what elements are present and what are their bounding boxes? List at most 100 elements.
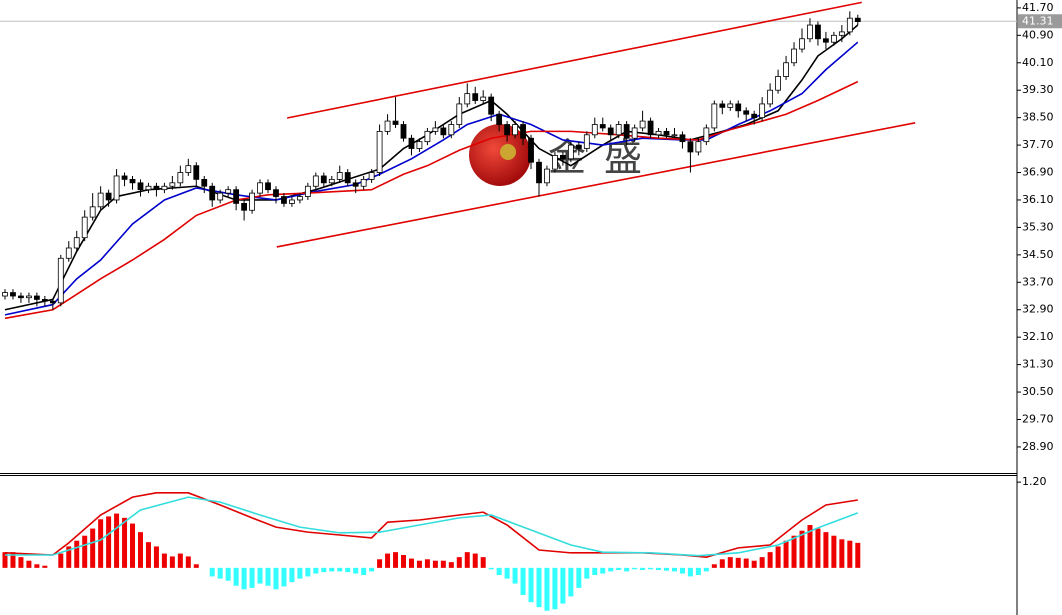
candle-body [18,295,24,299]
histogram-bar [616,567,622,570]
candle-body [647,120,654,136]
histogram-bar [361,567,367,575]
candle-body [607,127,614,136]
histogram-bar [759,557,765,568]
candle-body [368,172,375,180]
histogram-bar [289,567,295,583]
histogram-bar [687,567,693,577]
y-tick-label: 30.50 [1022,385,1054,398]
candle-body [687,141,694,153]
histogram-bar [488,567,494,570]
candle-body [719,103,726,108]
histogram-bar [297,567,303,579]
y-tick-label: 32.90 [1022,303,1054,316]
line [4,80,859,320]
histogram-bar [855,542,861,568]
candle-body [289,199,295,204]
candle-body [623,124,630,139]
candle-body [328,178,335,184]
candle-body [767,89,774,105]
histogram-bar [273,567,279,590]
histogram-bar [440,560,446,568]
candle-body [336,172,343,180]
candle-body [775,76,781,91]
histogram-bar [98,519,104,568]
candle-body [352,182,359,187]
histogram-bar [671,567,677,572]
histogram-bar [225,567,231,581]
y-tick-label: 39.30 [1022,83,1054,96]
candle-body [344,172,351,184]
histogram-bar [185,556,191,568]
histogram-bar [472,553,478,568]
logo-dot [500,144,516,160]
candle-body [400,124,407,139]
histogram-bar [751,560,757,568]
candle-body [639,120,646,129]
candle-body [432,127,439,132]
candle-body [536,161,542,184]
candle-body [257,182,263,194]
histogram-bar [106,516,112,568]
candle-body [751,113,758,119]
histogram-bar [632,567,638,570]
histogram-bar [313,567,319,574]
candle-body [193,165,200,180]
y-tick-label: 37.70 [1022,138,1054,151]
histogram-bar [424,559,430,568]
histogram-bar [408,558,414,568]
histogram-bar [719,559,725,568]
histogram-bar [648,567,654,570]
candle-body [41,299,48,302]
candle-body [153,185,160,191]
y-tick-label: 34.50 [1022,248,1054,261]
histogram-bar [193,564,199,568]
candle-body [281,196,287,204]
candle-body [265,182,271,191]
candle-body [273,189,279,197]
histogram-bar [249,567,255,588]
candle-body [679,134,686,143]
histogram-bar [464,552,470,568]
histogram-bar [265,567,271,586]
histogram-bar [512,567,518,584]
histogram-bar [217,567,223,579]
candle-body [408,137,415,149]
histogram-bar [329,567,335,572]
candle-body [544,168,550,184]
histogram-bar [416,560,422,568]
candle-body [743,110,750,115]
candle-body [599,124,606,129]
logo-circle [469,124,531,186]
histogram-bar [169,556,175,568]
candle-body [424,130,431,143]
candle-body [177,172,184,184]
histogram-bar [26,560,32,568]
candle-body [217,192,224,201]
histogram-bar [18,557,24,568]
candle-body [97,192,104,208]
histogram-bar [608,567,614,572]
candle-body [384,120,391,132]
candle-body [360,178,367,187]
histogram-bar [241,567,247,590]
histogram-bar [385,553,391,568]
candle-body [488,96,495,115]
histogram-bar [600,567,606,574]
candle-body [854,17,861,23]
candle-body [520,124,526,139]
logo [469,124,537,186]
line [5,496,859,557]
candle-body [727,103,734,108]
histogram-bar [480,557,486,568]
histogram-bar [624,567,630,572]
histogram-bar [42,565,48,568]
candle-body [440,127,447,136]
y-tick-label: 1.20 [1022,475,1047,488]
candle-body [73,237,80,249]
candle-body [807,24,813,40]
candle-body [575,144,582,149]
y-tick-label: 40.10 [1022,56,1054,69]
candle-body [392,120,399,125]
